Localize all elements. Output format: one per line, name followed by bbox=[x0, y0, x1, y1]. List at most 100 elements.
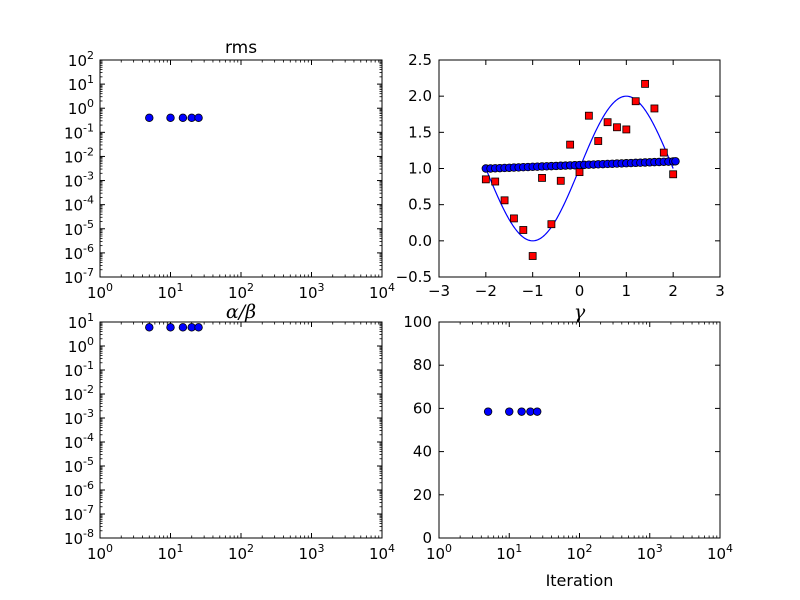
x-tick-label: 103 bbox=[637, 542, 663, 563]
y-tick-label: 10-4 bbox=[64, 431, 94, 452]
x-tick-label: −1 bbox=[522, 282, 544, 300]
y-tick-label: 10-6 bbox=[64, 242, 94, 263]
y-tick-label: 2.0 bbox=[408, 87, 432, 105]
data-point bbox=[145, 323, 154, 332]
data-point-square bbox=[669, 170, 678, 179]
x-tick-label: 100 bbox=[87, 542, 113, 563]
data-point bbox=[178, 113, 188, 123]
data-point bbox=[178, 323, 188, 332]
y-tick-label: 10-3 bbox=[64, 170, 94, 191]
data-point-square bbox=[519, 226, 528, 234]
data-point-square bbox=[528, 252, 537, 260]
data-point bbox=[194, 323, 203, 332]
y-tick-label: 10-5 bbox=[64, 455, 94, 476]
chart-rms: 100 101 102 103 104 10-7 10-6 10-5 10-4 10-3 10-2 1… bbox=[64, 38, 395, 302]
data-point bbox=[533, 407, 542, 416]
y-tick-label: 20 bbox=[413, 486, 432, 504]
x-tick-label: 0 bbox=[575, 282, 585, 300]
y-tick-label: 40 bbox=[413, 443, 432, 461]
data-layer bbox=[145, 323, 203, 332]
y-tick-label: 10-7 bbox=[64, 266, 94, 287]
y-tick-label: 102 bbox=[68, 49, 94, 70]
y-tick-label: 10-6 bbox=[64, 479, 94, 500]
x-tick-label: 102 bbox=[228, 281, 254, 302]
x-tick-label: 104 bbox=[369, 281, 395, 302]
x-tick-label: 101 bbox=[496, 542, 522, 563]
y-tick-label: 100 bbox=[68, 335, 94, 356]
x-tick-label: 104 bbox=[707, 542, 733, 563]
y-tick-label: 0 bbox=[422, 529, 432, 547]
data-point bbox=[145, 113, 154, 123]
data-point-square bbox=[500, 196, 509, 205]
y-tick-label: 60 bbox=[413, 399, 432, 417]
x-tick-label: 103 bbox=[298, 542, 324, 563]
y-tick-label: 80 bbox=[413, 356, 432, 374]
y-tick-label: 0.5 bbox=[408, 196, 432, 214]
x-tick-label: 101 bbox=[157, 542, 183, 563]
plot-area bbox=[100, 322, 382, 538]
y-tick-label: 100 bbox=[403, 313, 432, 331]
y-tick-label: 2.5 bbox=[408, 51, 432, 69]
x-tick-label: 103 bbox=[298, 281, 324, 302]
data-point-square bbox=[622, 125, 631, 134]
y-tick-label: 10-1 bbox=[64, 121, 94, 142]
x-tick-label: −3 bbox=[428, 282, 450, 300]
x-tick-label: 2 bbox=[668, 282, 678, 300]
y-tick-label: 10-7 bbox=[64, 503, 94, 524]
y-tick-label: 10-4 bbox=[64, 194, 94, 215]
y-tick-label: 10-5 bbox=[64, 218, 94, 239]
x-tick-label: 104 bbox=[369, 542, 395, 563]
x-tick-label: 3 bbox=[715, 282, 725, 300]
chart-alpha-beta: 100 101 102 103 104 10-8 10-7 10-6 10-5 10-4 10-3 1… bbox=[64, 301, 395, 563]
data-point-square bbox=[538, 174, 546, 182]
x-axis-label: Iteration bbox=[546, 571, 614, 590]
x-tick-label: −2 bbox=[475, 282, 497, 300]
axes-frame bbox=[99, 321, 383, 539]
data-point-square bbox=[659, 148, 668, 157]
y-tick-label: 0.0 bbox=[408, 232, 432, 250]
x-tick-label: 102 bbox=[228, 542, 254, 563]
y-tick-label: 1.5 bbox=[408, 123, 432, 141]
y-tick-label: 10-3 bbox=[64, 407, 94, 428]
data-point bbox=[671, 157, 680, 166]
data-point-square bbox=[575, 168, 584, 177]
data-layer bbox=[483, 407, 542, 416]
data-point bbox=[194, 113, 203, 123]
chart-title: rms bbox=[225, 38, 257, 58]
data-point-square bbox=[491, 177, 500, 186]
data-point-square bbox=[650, 104, 659, 113]
x-tick-label: 101 bbox=[157, 281, 183, 302]
axes-frame bbox=[99, 59, 383, 278]
y-tick-label: 101 bbox=[68, 73, 94, 94]
chart-title: γ bbox=[574, 301, 586, 323]
chart-title: α/β bbox=[226, 301, 256, 323]
y-tick-label: 10-2 bbox=[64, 383, 94, 404]
x-tick-label: 100 bbox=[87, 281, 113, 302]
data-point bbox=[166, 113, 175, 123]
y-tick-label: 10-1 bbox=[64, 359, 94, 380]
chart-fit: −3 −2 −1 0 1 2 3 −0.5 0.0 0.5 1.0 1.5 2.0 2.5 bbox=[396, 51, 725, 300]
data-layer bbox=[481, 79, 680, 260]
y-tick-label: 1.0 bbox=[408, 160, 432, 178]
y-tick-label: 10-2 bbox=[64, 145, 94, 166]
data-point bbox=[517, 407, 526, 416]
data-point-square bbox=[631, 97, 640, 106]
axes-frame bbox=[438, 321, 721, 539]
x-tick-label: 100 bbox=[426, 542, 452, 563]
data-point-square bbox=[556, 176, 565, 185]
y-tick-label: −0.5 bbox=[396, 268, 432, 286]
chart-gamma: 100 101 102 103 104 0 20 40 60 80 100 γ Iteration bbox=[403, 301, 733, 590]
y-tick-label: 10-8 bbox=[64, 527, 94, 548]
data-point-square bbox=[594, 137, 603, 145]
data-point-square bbox=[603, 118, 612, 127]
y-tick-label: 100 bbox=[68, 97, 94, 118]
plot-area bbox=[439, 322, 720, 538]
axes-frame bbox=[438, 59, 721, 278]
data-point bbox=[505, 407, 514, 416]
x-tick-label: 102 bbox=[566, 542, 592, 563]
data-point bbox=[483, 407, 493, 416]
data-point-square bbox=[481, 175, 490, 184]
data-point-square bbox=[566, 140, 575, 149]
y-tick-label: 101 bbox=[68, 311, 94, 332]
